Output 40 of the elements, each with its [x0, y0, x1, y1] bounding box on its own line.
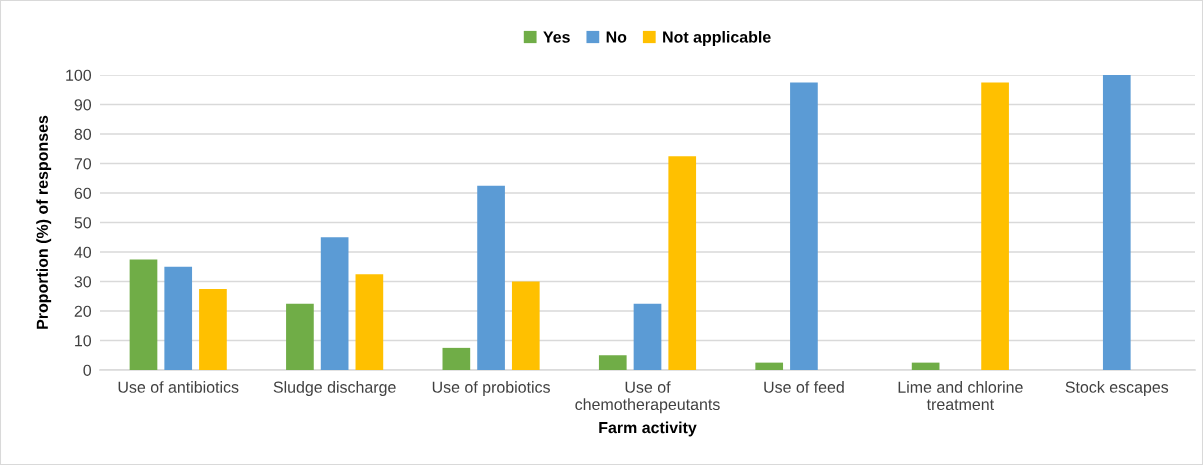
y-tick-label: 20	[74, 305, 92, 317]
bar	[511, 281, 540, 370]
bar	[164, 266, 193, 370]
x-tick-label: Use of chemotherapeutants	[575, 381, 720, 414]
y-tick-label: 0	[83, 364, 92, 376]
x-tick-label: Use of feed	[764, 381, 844, 393]
x-tick-label: Lime and chlorine treatment	[898, 381, 1023, 411]
y-tick-label: 40	[74, 246, 92, 258]
y-tick-label: 30	[74, 276, 92, 288]
bar	[981, 82, 1009, 370]
bar	[355, 274, 384, 370]
x-tick-label: Stock escapes	[1065, 381, 1169, 396]
legend-label: Yes	[543, 31, 570, 43]
bar	[668, 156, 697, 370]
bar	[598, 355, 627, 370]
bar	[790, 82, 818, 370]
bar	[755, 362, 784, 370]
x-tick-label: Sludge discharge	[273, 381, 396, 396]
legend-label: Not applicable	[663, 30, 771, 46]
x-axis-title: Farm activity	[599, 421, 697, 437]
bar	[129, 259, 158, 370]
y-tick-label: 100	[66, 69, 92, 81]
y-tick-label: 70	[74, 158, 92, 170]
y-tick-label: 90	[74, 99, 92, 111]
y-tick-label: 50	[74, 217, 92, 229]
y-axis-title: Proportion (%) of responses	[36, 115, 52, 329]
bar	[442, 347, 471, 370]
legend-label: No	[606, 31, 627, 43]
y-tick-label: 80	[74, 128, 92, 140]
bar	[286, 303, 314, 370]
bar	[320, 237, 349, 370]
bar	[1102, 75, 1131, 370]
bar	[911, 362, 940, 370]
x-tick-label: Use of antibiotics	[118, 381, 239, 393]
x-tick-label: Use of probiotics	[432, 381, 550, 396]
bar	[633, 303, 662, 370]
y-tick-label: 60	[74, 187, 92, 199]
bar	[199, 288, 227, 370]
y-tick-label: 10	[75, 335, 92, 347]
bar	[477, 185, 505, 370]
